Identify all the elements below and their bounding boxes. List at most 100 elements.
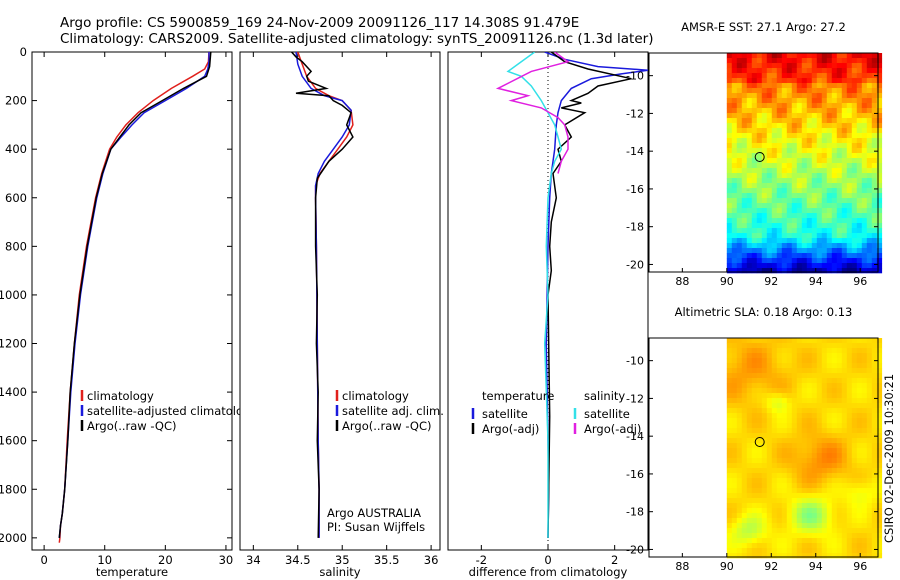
sst-map-cell	[821, 268, 828, 274]
sla-map-cell	[761, 533, 768, 539]
sst-map-cell	[846, 78, 853, 84]
sla-map-cell	[731, 493, 738, 499]
sst-map-cell	[866, 178, 873, 184]
sla-map-cell	[736, 388, 743, 394]
sst-map-cell	[731, 88, 738, 94]
sst-map-cell	[796, 68, 803, 74]
sla-map-cell	[856, 403, 863, 409]
sst-map-cell	[746, 103, 753, 109]
sst-map-cell	[871, 108, 878, 114]
sla-map-cell	[856, 448, 863, 454]
sla-map-cell	[726, 523, 733, 529]
sst-map-cell	[801, 98, 808, 104]
sst-map-cell	[871, 68, 878, 74]
sst-map-cell	[766, 183, 773, 189]
sst-map-cell	[796, 53, 803, 59]
sst-map-cell	[741, 203, 748, 209]
sla-map-cell	[766, 468, 773, 474]
sst-map-cell	[796, 223, 803, 229]
sst-map-cell	[876, 263, 883, 269]
sst-map-cell	[836, 223, 843, 229]
sst-map-cell	[741, 198, 748, 204]
sla-map-cell	[876, 423, 883, 429]
sst-map-cell	[866, 133, 873, 139]
sst-map-cell	[866, 238, 873, 244]
sla-map-cell	[746, 553, 753, 559]
sst-map-cell	[791, 188, 798, 194]
salinity-xtick-label: 35	[335, 553, 350, 567]
sst-map-cell	[866, 83, 873, 89]
sla-map-cell	[736, 533, 743, 539]
sst-map-cell	[826, 238, 833, 244]
sla-map-cell	[851, 358, 858, 364]
sla-map-cell	[816, 523, 823, 529]
sst-map-cell	[816, 233, 823, 239]
sla-map-cell	[871, 518, 878, 524]
sst-map-cell	[741, 233, 748, 239]
sst-map-xtick-label: 96	[853, 275, 867, 288]
sst-map-cell	[736, 113, 743, 119]
sst-map-cell	[781, 253, 788, 259]
sst-map-cell	[771, 198, 778, 204]
sla-map-cell	[781, 443, 788, 449]
sla-map-cell	[781, 503, 788, 509]
sla-map-cell	[786, 343, 793, 349]
sst-map-cell	[746, 253, 753, 259]
sla-map-cell	[821, 433, 828, 439]
sst-map-axes-box	[648, 52, 879, 273]
sst-map-cell	[731, 53, 738, 59]
sla-map-cell	[756, 453, 763, 459]
sst-map-cell	[731, 188, 738, 194]
sst-map-cell	[846, 148, 853, 154]
sla-map-cell	[861, 528, 868, 534]
sla-map-cell	[866, 458, 873, 464]
sla-map-cell	[791, 353, 798, 359]
sla-map-cell	[861, 418, 868, 424]
sla-map-cell	[811, 523, 818, 529]
sst-map-cell	[781, 263, 788, 269]
sla-map-cell	[841, 473, 848, 479]
sla-map-cell	[786, 448, 793, 454]
sla-map-cell	[766, 448, 773, 454]
sst-map-cell	[841, 83, 848, 89]
sla-map-cell	[876, 428, 883, 434]
sla-map-cell	[831, 518, 838, 524]
sst-map-cell	[831, 268, 838, 274]
sla-map-cell	[811, 528, 818, 534]
sla-map-cell	[751, 423, 758, 429]
sst-map-cell	[856, 138, 863, 144]
sla-map-cell	[801, 348, 808, 354]
sst-map-cell	[786, 63, 793, 69]
sst-map-cell	[801, 203, 808, 209]
sla-map-cell	[791, 453, 798, 459]
sla-map-cell	[871, 368, 878, 374]
sla-map-cell	[806, 348, 813, 354]
sst-map-cell	[826, 183, 833, 189]
sst-map-cell	[871, 173, 878, 179]
sst-map-cell	[746, 113, 753, 119]
sla-map-cell	[841, 353, 848, 359]
sst-map-cell	[866, 203, 873, 209]
sla-map-cell	[731, 363, 738, 369]
sla-map-cell	[851, 338, 858, 344]
sst-map-cell	[756, 178, 763, 184]
sla-map-cell	[746, 448, 753, 454]
sla-map-cell	[731, 338, 738, 344]
sla-map-cell	[746, 438, 753, 444]
sla-map-cell	[861, 463, 868, 469]
sst-map-cell	[751, 58, 758, 64]
sst-map-cell	[726, 128, 733, 134]
sla-map-cell	[766, 378, 773, 384]
sla-map-cell	[851, 548, 858, 554]
sst-map-cell	[791, 163, 798, 169]
sst-map-cell	[786, 53, 793, 59]
sla-map-cell	[731, 468, 738, 474]
sst-map-argo-position-marker	[754, 151, 765, 162]
sla-map-cell	[766, 538, 773, 544]
sla-map-cell	[726, 388, 733, 394]
sla-map-cell	[841, 418, 848, 424]
sst-map-cell	[801, 128, 808, 134]
sst-map-cell	[806, 203, 813, 209]
sla-map-cell	[846, 418, 853, 424]
